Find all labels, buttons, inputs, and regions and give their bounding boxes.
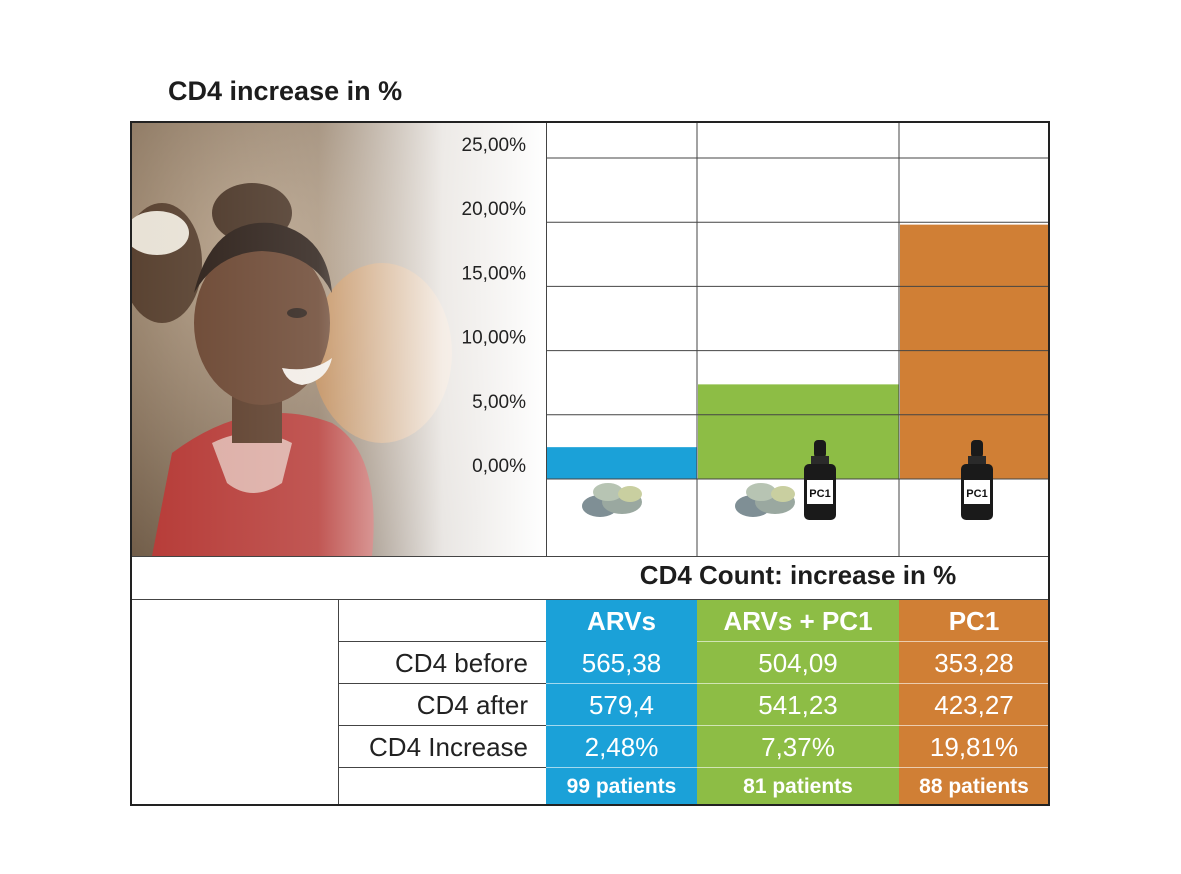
divider — [338, 600, 339, 805]
y-tick-label: 20,00% — [462, 199, 527, 220]
patients-pc1: 88 patients — [899, 768, 1049, 805]
divider — [546, 725, 1049, 726]
divider — [339, 683, 546, 684]
y-tick-label: 25,00% — [462, 135, 527, 156]
row-label-cd4-before: CD4 before — [395, 648, 528, 678]
divider — [339, 641, 546, 642]
bar-1 — [547, 447, 697, 479]
y-tick-label: 5,00% — [472, 392, 526, 413]
bottle-icon: PC1 — [804, 440, 836, 520]
bottle-label: PC1 — [809, 488, 830, 500]
patients-arvs-pc1: 81 patients — [697, 768, 899, 805]
bar-3 — [900, 224, 1049, 479]
divider — [339, 767, 546, 768]
figure-frame — [130, 121, 1050, 806]
table-subtitle: CD4 Count: increase in % — [639, 560, 957, 590]
header-arvs: ARVs — [546, 600, 697, 642]
bottle-label: PC1 — [966, 488, 987, 500]
chart-title: CD4 increase in % — [168, 76, 403, 106]
bar-2 — [698, 384, 899, 479]
smiling-girl-photo — [132, 123, 546, 556]
divider — [132, 556, 1049, 557]
table-cell: 353,28 — [899, 642, 1049, 684]
y-tick-label: 0,00% — [472, 456, 526, 477]
divider — [697, 641, 1049, 642]
y-tick-label: 15,00% — [462, 263, 527, 284]
table-cell: 565,38 — [546, 642, 697, 684]
bottle-icon: PC1 — [961, 440, 993, 520]
divider — [339, 725, 546, 726]
divider — [546, 123, 547, 556]
row-label-cd4-after: CD4 after — [416, 690, 528, 720]
patients-arvs: 99 patients — [546, 768, 697, 805]
table-cell: 504,09 — [697, 642, 899, 684]
y-tick-label: 10,00% — [462, 328, 527, 349]
divider — [546, 683, 1049, 684]
header-arvs-pc1: ARVs + PC1 — [697, 600, 899, 642]
table-cell: 579,4 — [546, 684, 697, 726]
table-cell: 19,81% — [899, 726, 1049, 768]
header-pc1: PC1 — [899, 600, 1049, 642]
divider — [132, 599, 1049, 600]
table-cell: 7,37% — [697, 726, 899, 768]
pills-icon — [735, 483, 795, 517]
table-cell: 2,48% — [546, 726, 697, 768]
table-cell: 423,27 — [899, 684, 1049, 726]
row-label-cd4-increase: CD4 Increase — [369, 732, 528, 762]
pills-icon — [582, 483, 642, 517]
table-cell: 541,23 — [697, 684, 899, 726]
divider — [546, 767, 1049, 768]
